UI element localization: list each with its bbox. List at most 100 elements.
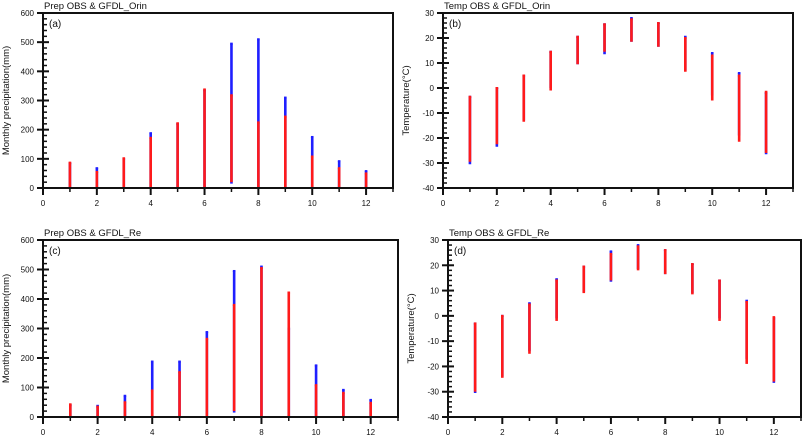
data-point-max-month-12 — [772, 316, 776, 319]
data-column-month-7 — [230, 95, 233, 183]
data-point-max-month-12 — [764, 90, 768, 93]
data-column-month-4 — [549, 51, 552, 91]
data-column-month-1 — [68, 162, 72, 189]
data-column-month-9 — [284, 116, 287, 188]
data-point-max-month-3 — [123, 394, 127, 397]
data-point-max-month-5 — [582, 265, 586, 268]
y-axis-label: Monthly precipitation(mm) — [1, 274, 12, 383]
data-point-max-month-6 — [205, 331, 209, 334]
data-column-month-8 — [260, 268, 263, 417]
data-column-month-3 — [122, 158, 126, 188]
x-tick-label: 12 — [769, 428, 778, 437]
y-tick-label: 30 — [430, 236, 439, 245]
data-column-month-2 — [96, 406, 99, 417]
y-tick-label: -40 — [427, 413, 439, 422]
data-column-month-2 — [495, 88, 499, 145]
data-column-month-11 — [337, 168, 341, 188]
data-point-max-month-11 — [342, 388, 345, 391]
data-point-max-month-7 — [636, 244, 640, 247]
data-column-month-2 — [95, 171, 99, 188]
panel-title: Prep OBS & GFDL_Re — [44, 228, 141, 239]
series-obs — [468, 17, 768, 165]
y-tick-label: 400 — [21, 67, 35, 76]
data-point-max-month-11 — [745, 299, 748, 302]
data-column-month-11 — [342, 392, 345, 417]
x-tick-label: 6 — [205, 428, 210, 437]
y-tick-label: 0 — [30, 184, 35, 193]
y-tick-label: 200 — [21, 126, 35, 135]
data-point-max-month-2 — [96, 405, 99, 408]
x-tick-label: 10 — [308, 199, 317, 208]
data-column-month-1 — [468, 96, 472, 162]
data-point-max-month-4 — [150, 360, 154, 363]
data-point-max-month-12 — [369, 398, 372, 401]
data-point-max-month-12 — [364, 172, 368, 175]
data-column-month-9 — [691, 264, 694, 295]
panel-d: 0 2 4 6 8 10 12 -40 -30 -20 -10 0 10 20 30 Temp OBS & G… — [406, 228, 802, 437]
y-tick-label: -30 — [422, 159, 434, 168]
data-point-max-month-6 — [203, 88, 206, 91]
y-axis-label: Temperature(°C) — [401, 65, 412, 135]
x-tick-label: 8 — [259, 428, 264, 437]
data-point-max-month-6 — [205, 337, 209, 340]
data-point-max-month-8 — [257, 38, 260, 41]
data-column-month-7 — [630, 19, 633, 42]
x-tick-label: 12 — [362, 199, 371, 208]
data-point-max-month-8 — [257, 121, 260, 124]
data-column-month-4 — [150, 361, 154, 417]
data-point-max-month-4 — [149, 136, 152, 139]
series-gfdl-re — [473, 245, 776, 392]
x-tick-label: 6 — [602, 199, 607, 208]
data-point-max-month-11 — [337, 160, 341, 163]
y-tick-label: 600 — [21, 9, 35, 18]
x-tick-label: 10 — [715, 428, 724, 437]
data-point-max-month-8 — [260, 267, 263, 270]
y-tick-label: -10 — [427, 337, 439, 346]
data-column-month-6 — [603, 24, 606, 52]
data-column-month-12 — [772, 317, 776, 382]
x-tick-label: 0 — [41, 199, 46, 208]
panel-a: 0 2 4 6 8 10 12 0 100 200 300 400 500 600 Prep OBS & G… — [1, 1, 394, 208]
y-axis-label: Temperature(°C) — [406, 293, 417, 363]
data-point-max-month-7 — [230, 42, 233, 45]
data-point-max-month-8 — [657, 22, 660, 24]
x-tick-label: 10 — [708, 199, 717, 208]
data-point-max-month-5 — [176, 122, 179, 125]
data-column-month-8 — [257, 39, 260, 188]
data-point-max-month-10 — [718, 279, 721, 282]
series-obs — [68, 38, 368, 188]
data-point-max-month-4 — [555, 279, 558, 282]
panel-b: 0 2 4 6 8 10 12 -40 -30 -20 -10 0 10 20 30 Temp OBS & G… — [401, 1, 794, 208]
y-tick-label: 500 — [21, 38, 35, 47]
x-tick-label: 2 — [500, 428, 505, 437]
x-tick-label: 12 — [366, 428, 375, 437]
data-column-month-4 — [149, 137, 152, 188]
data-point-max-month-12 — [369, 401, 372, 404]
data-point-max-month-3 — [522, 74, 526, 77]
y-tick-label: 300 — [21, 97, 35, 106]
data-point-max-month-3 — [528, 303, 531, 306]
data-column-month-10 — [314, 385, 318, 417]
data-point-max-month-4 — [150, 389, 154, 392]
data-column-month-6 — [205, 338, 209, 417]
data-point-max-month-9 — [684, 37, 687, 39]
data-column-month-5 — [582, 266, 586, 294]
data-point-max-month-3 — [123, 401, 127, 404]
y-tick-label: 10 — [425, 59, 434, 68]
y-tick-label: -20 — [422, 134, 434, 143]
data-column-month-6 — [203, 89, 206, 188]
data-point-max-month-1 — [69, 403, 72, 406]
data-column-month-8 — [663, 250, 667, 275]
y-tick-label: 0 — [30, 413, 35, 422]
data-point-max-month-6 — [603, 23, 606, 26]
panel-title: Temp OBS & GFDL_Orin — [444, 1, 550, 12]
data-point-max-month-12 — [364, 170, 368, 173]
data-point-max-month-9 — [284, 115, 287, 118]
data-column-month-11 — [737, 75, 741, 142]
data-column-month-11 — [745, 301, 748, 364]
x-tick-label: 2 — [95, 428, 100, 437]
x-tick-label: 4 — [554, 428, 559, 437]
x-tick-label: 0 — [441, 199, 446, 208]
data-point-max-month-7 — [232, 303, 236, 306]
data-column-month-5 — [576, 36, 579, 65]
